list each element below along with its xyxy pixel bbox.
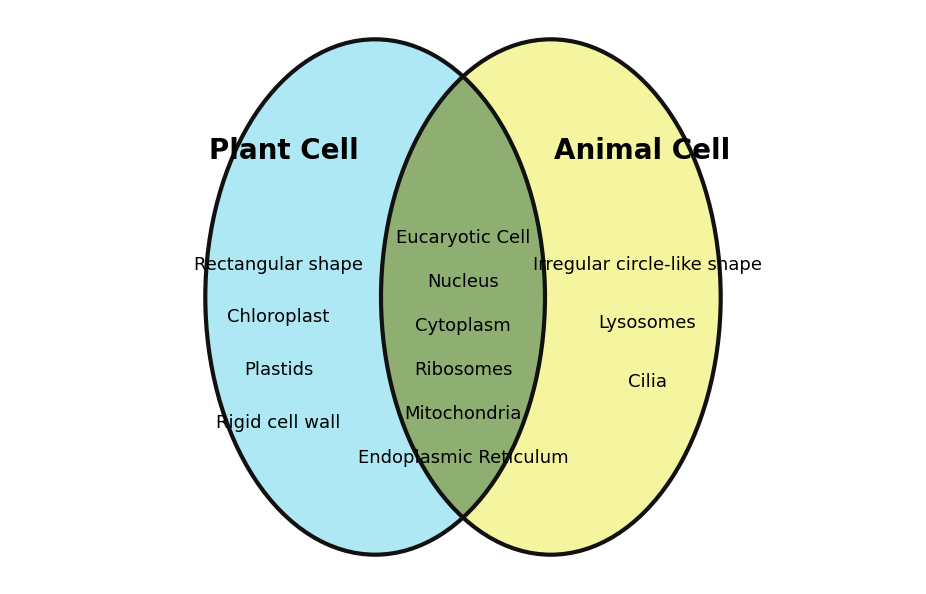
Text: Rigid cell wall: Rigid cell wall — [217, 414, 341, 432]
Text: Irregular circle-like shape: Irregular circle-like shape — [533, 256, 762, 274]
Text: Eucaryotic Cell: Eucaryotic Cell — [395, 229, 531, 248]
Text: Mitochondria: Mitochondria — [405, 405, 521, 423]
Text: Rectangular shape: Rectangular shape — [194, 256, 363, 274]
Text: Nucleus: Nucleus — [427, 273, 499, 292]
Text: Cilia: Cilia — [628, 373, 667, 391]
Ellipse shape — [381, 39, 720, 555]
Ellipse shape — [381, 39, 720, 555]
Text: Endoplasmic Reticulum: Endoplasmic Reticulum — [357, 449, 569, 467]
Text: Cytoplasm: Cytoplasm — [415, 317, 511, 335]
Ellipse shape — [206, 39, 545, 555]
Text: Animal Cell: Animal Cell — [554, 137, 730, 165]
Text: Plastids: Plastids — [244, 361, 313, 379]
Text: Ribosomes: Ribosomes — [414, 361, 512, 379]
Text: Lysosomes: Lysosomes — [598, 314, 696, 333]
Text: Plant Cell: Plant Cell — [209, 137, 359, 165]
Text: Chloroplast: Chloroplast — [228, 308, 330, 327]
